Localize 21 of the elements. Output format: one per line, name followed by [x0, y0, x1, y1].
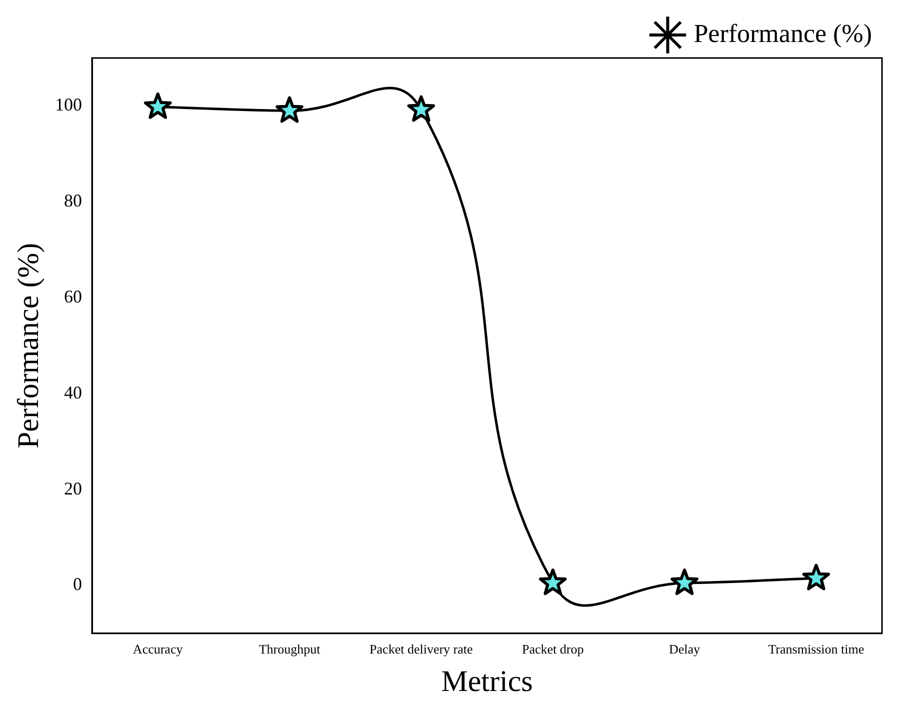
y-tick-label: 0 — [73, 574, 82, 594]
point — [407, 95, 436, 122]
x-tick-label: Accuracy — [132, 642, 184, 657]
x-tick-label: Packet drop — [522, 642, 584, 657]
x-tick-label: Delay — [668, 642, 701, 657]
x-tick-label: Throughput — [258, 642, 321, 657]
y-tick-label: 60 — [64, 286, 82, 306]
y-tick-label: 80 — [64, 190, 82, 211]
y-tick-label: 20 — [64, 478, 82, 498]
y-tick-label: 40 — [64, 382, 82, 402]
y-axis-title: Performance (%) — [12, 242, 45, 449]
point — [144, 92, 172, 119]
y-tick-label: 100 — [55, 94, 82, 115]
legend-label: Performance (%) — [694, 18, 872, 48]
point — [802, 564, 830, 590]
point — [538, 568, 567, 596]
x-axis-title: Metrics — [441, 664, 533, 698]
point — [276, 96, 304, 123]
point — [670, 568, 698, 596]
x-tick-label: Packet delivery rate — [370, 642, 474, 657]
x-tick-label: Transmission time — [768, 642, 864, 657]
